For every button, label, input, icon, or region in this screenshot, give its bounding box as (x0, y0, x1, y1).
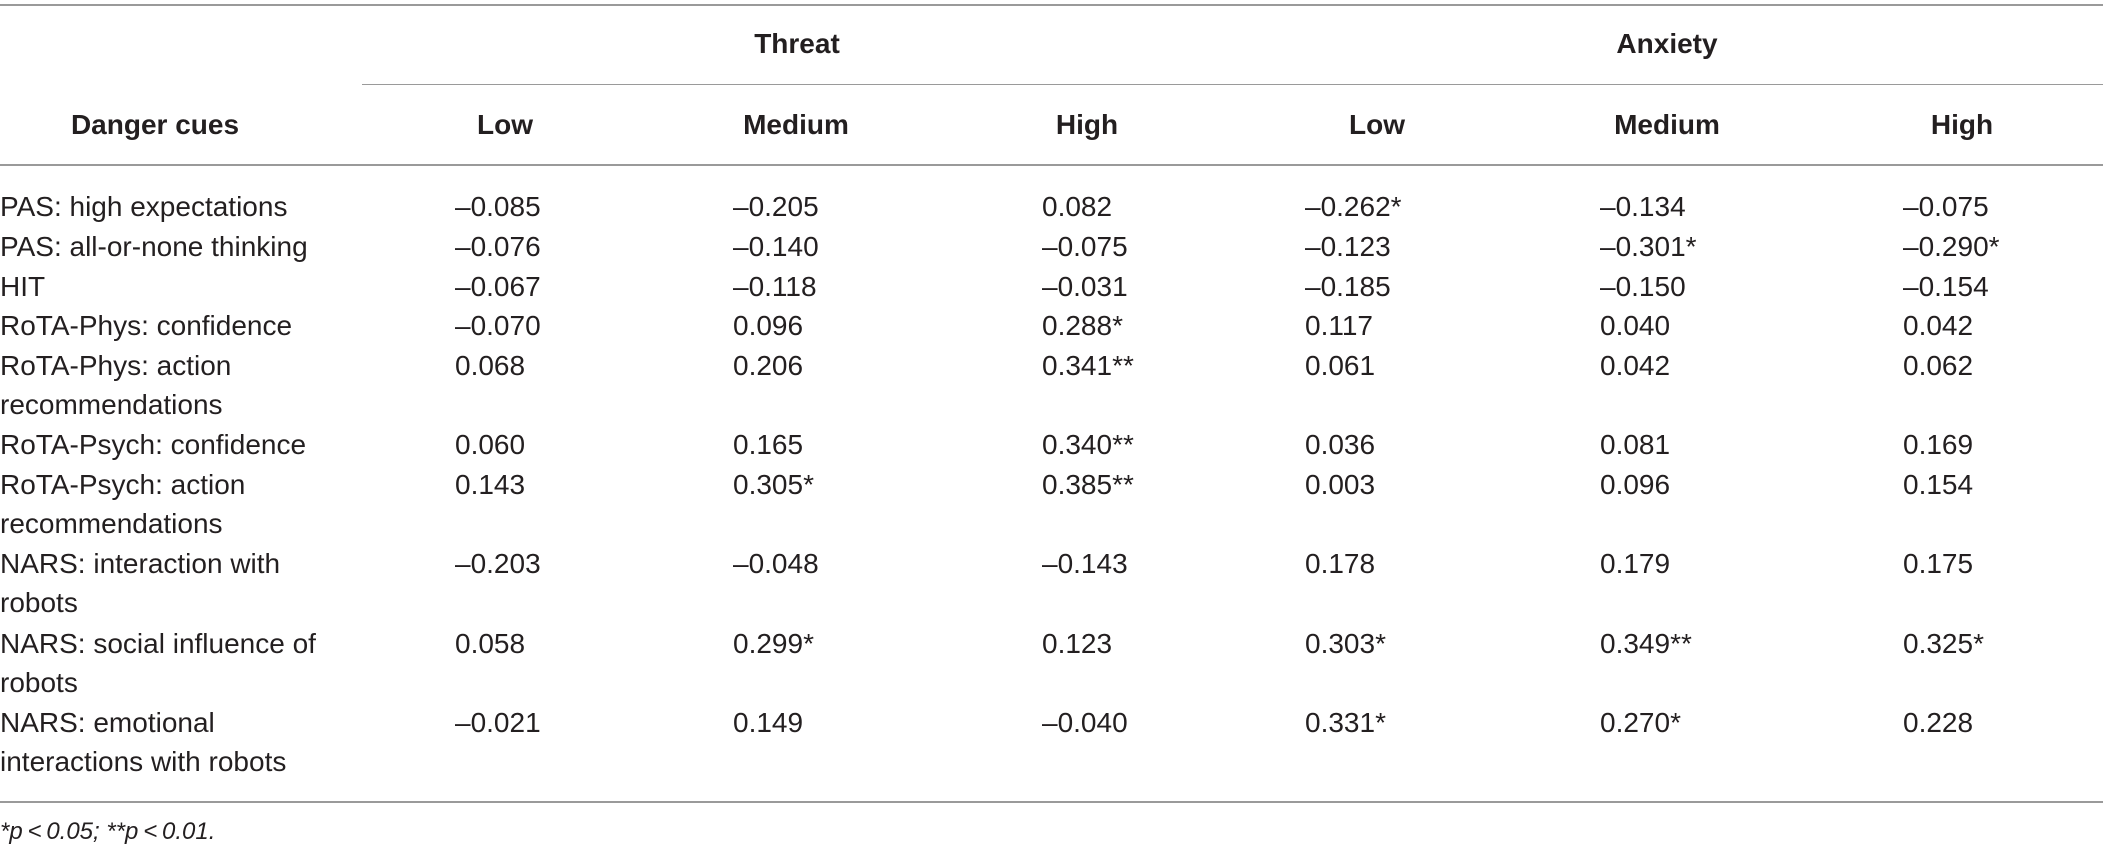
table-cell: 0.068 (455, 350, 526, 381)
row-label: HIT (0, 271, 46, 302)
table-cell: 0.169 (1903, 429, 1974, 460)
table-cell: –0.075 (1903, 191, 1989, 222)
table-cell: 0.228 (1903, 707, 1974, 738)
table-cell: 0.305* (733, 469, 814, 500)
table-cell: –0.140 (733, 231, 819, 262)
table-cell: 0.143 (455, 469, 526, 500)
table-bottom-rule (0, 801, 2103, 803)
table-cell: 0.175 (1903, 548, 1974, 579)
table-cell: –0.075 (1042, 231, 1128, 262)
table-cell: –0.150 (1600, 271, 1686, 302)
table-cell: 0.349** (1600, 628, 1692, 659)
table-cell: 0.165 (733, 429, 804, 460)
table-cell: 0.270* (1600, 707, 1681, 738)
table-cell: –0.262* (1305, 191, 1402, 222)
header-rule (0, 164, 2103, 166)
group-header-anxiety: Anxiety (1616, 28, 1718, 59)
table-cell: –0.301* (1600, 231, 1697, 262)
group-header-rule (362, 84, 2103, 85)
table-cell: 0.123 (1042, 628, 1113, 659)
row-label: RoTA-Psych: action recommendations (0, 469, 246, 539)
table-cell: –0.123 (1305, 231, 1391, 262)
table-cell: 0.341** (1042, 350, 1134, 381)
col-header-anxiety-medium: Medium (1614, 109, 1720, 140)
table-cell: 0.081 (1600, 429, 1671, 460)
col-header-anxiety-high: High (1930, 109, 1994, 140)
table-cell: –0.185 (1305, 271, 1391, 302)
row-label: RoTA-Psych: confidence (0, 429, 307, 460)
table-cell: –0.031 (1042, 271, 1128, 302)
row-label: PAS: high expectations (0, 191, 288, 222)
table-cell: 0.096 (1600, 469, 1671, 500)
table-cell: 0.154 (1903, 469, 1974, 500)
table-cell: –0.203 (455, 548, 541, 579)
table-cell: 0.303* (1305, 628, 1386, 659)
table-cell: 0.061 (1305, 350, 1376, 381)
table-cell: 0.042 (1600, 350, 1671, 381)
col-header-threat-high: High (1055, 109, 1119, 140)
table-cell: 0.096 (733, 310, 804, 341)
row-label: NARS: emotional interactions with robots (0, 707, 287, 777)
table-cell: 0.206 (733, 350, 804, 381)
table-cell: –0.143 (1042, 548, 1128, 579)
table-cell: 0.082 (1042, 191, 1113, 222)
table-cell: 0.385** (1042, 469, 1134, 500)
table-cell: 0.340** (1042, 429, 1134, 460)
table-cell: 0.060 (455, 429, 526, 460)
table-cell: 0.040 (1600, 310, 1671, 341)
group-header-threat: Threat (754, 28, 840, 59)
col-header-threat-low: Low (477, 109, 533, 140)
table-cell: 0.149 (733, 707, 804, 738)
table-cell: –0.134 (1600, 191, 1686, 222)
row-label: NARS: social influence of robots (0, 628, 316, 698)
table-cell: 0.036 (1305, 429, 1376, 460)
table-cell: 0.062 (1903, 350, 1974, 381)
table-cell: 0.179 (1600, 548, 1671, 579)
row-label: RoTA-Phys: confidence (0, 310, 293, 341)
row-label: RoTA-Phys: action recommendations (0, 350, 232, 420)
table-cell: 0.042 (1903, 310, 1974, 341)
table-cell: –0.290* (1903, 231, 2000, 262)
table-cell: 0.058 (455, 628, 526, 659)
table-cell: 0.178 (1305, 548, 1376, 579)
row-label: NARS: interaction with robots (0, 548, 281, 618)
table-cell: 0.117 (1305, 310, 1373, 341)
stub-header: Danger cues (70, 109, 240, 140)
col-header-anxiety-low: Low (1349, 109, 1405, 140)
col-header-threat-medium: Medium (743, 109, 849, 140)
table-footnote: *p < 0.05; **p < 0.01. (0, 818, 216, 845)
table-cell: –0.040 (1042, 707, 1128, 738)
table-cell: 0.325* (1903, 628, 1984, 659)
table-cell: –0.118 (733, 271, 817, 302)
table-cell: –0.067 (455, 271, 541, 302)
table-cell: –0.076 (455, 231, 541, 262)
table-cell: –0.205 (733, 191, 819, 222)
table-cell: –0.070 (455, 310, 541, 341)
row-label: PAS: all-or-none thinking (0, 231, 308, 262)
table-cell: 0.288* (1042, 310, 1123, 341)
table-cell: 0.331* (1305, 707, 1386, 738)
table-top-rule (0, 4, 2103, 6)
table-cell: –0.085 (455, 191, 541, 222)
table-cell: –0.048 (733, 548, 819, 579)
table-cell: –0.154 (1903, 271, 1989, 302)
table-cell: –0.021 (455, 707, 541, 738)
table-cell: 0.003 (1305, 469, 1376, 500)
table-cell: 0.299* (733, 628, 814, 659)
